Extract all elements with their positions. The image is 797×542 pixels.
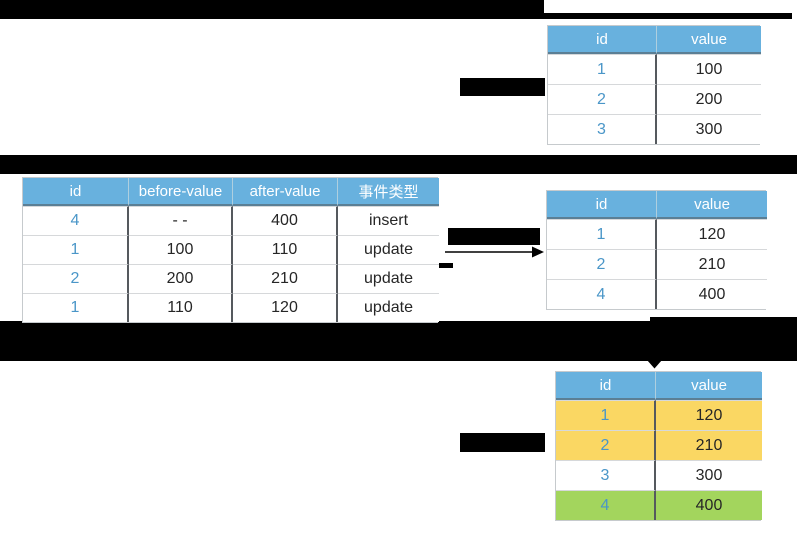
table-row: 2 200: [548, 84, 761, 114]
value-cell: 110: [129, 293, 233, 322]
table-row: 4- -400 insert: [23, 206, 439, 235]
table-row: 2 210: [547, 249, 767, 279]
redacted-section-divider-1: [0, 155, 797, 174]
table-row: 2 210: [556, 430, 762, 460]
id-cell: 2: [547, 249, 657, 279]
table: id before-value after-value 事件类型 4- -400 inse…: [23, 178, 439, 322]
value-cell: 120: [657, 219, 767, 249]
column-header: value: [656, 372, 762, 400]
value-cell: 120: [233, 293, 338, 322]
value-cell: insert: [338, 206, 439, 235]
redacted-label-replay-arrow: [448, 228, 540, 245]
id-cell: 3: [556, 460, 656, 490]
table-row: 4 400: [556, 490, 762, 520]
value-cell: 400: [657, 279, 767, 309]
value-cell: 400: [233, 206, 338, 235]
table-row: 3 300: [556, 460, 762, 490]
id-cell: 3: [548, 114, 657, 144]
id-cell: 4: [23, 206, 129, 235]
value-cell: 210: [233, 264, 338, 293]
id-cell: 2: [548, 84, 657, 114]
column-header: after-value: [233, 178, 338, 206]
column-header: id: [556, 372, 656, 400]
id-cell: 1: [556, 400, 656, 430]
changelog-events-table: id before-value after-value 事件类型 4- -400 inse…: [22, 177, 439, 323]
column-header: id: [23, 178, 129, 206]
id-cell: 4: [547, 279, 657, 309]
after-replay-table: id value 1 120 2 210 4 400: [546, 190, 767, 310]
column-header: id: [547, 191, 657, 219]
arrow-down-icon: [647, 360, 662, 369]
arrow-right-icon: [445, 246, 544, 258]
value-cell: 110: [233, 235, 338, 264]
table-row: 1 100 110 update: [23, 235, 439, 264]
value-cell: update: [338, 235, 439, 264]
id-cell: 1: [23, 235, 129, 264]
value-cell: 120: [656, 400, 762, 430]
value-cell: - -: [129, 206, 233, 235]
table: id value 1 100 2 200 3 300: [548, 26, 761, 144]
value-cell: 210: [657, 249, 767, 279]
redacted-label-initial-table: [460, 78, 545, 96]
redacted-title-bar: [0, 0, 544, 19]
value-cell: 400: [656, 490, 762, 520]
value-cell: 210: [656, 430, 762, 460]
redacted-title-bar-underline: [544, 13, 792, 19]
table-row: 1 120: [556, 400, 762, 430]
id-cell: 4: [556, 490, 656, 520]
id-cell: 1: [547, 219, 657, 249]
table: id value 1 120 2 210 4 400: [547, 191, 767, 309]
table-row: 1 120: [547, 219, 767, 249]
id-cell: 1: [23, 293, 129, 322]
column-header: before-value: [129, 178, 233, 206]
value-cell: 300: [656, 460, 762, 490]
value-cell: 200: [657, 84, 761, 114]
value-cell: 100: [657, 54, 761, 84]
table: id value 1 120 2 210 3 300 4 400: [556, 372, 762, 520]
table-row: 4 400: [547, 279, 767, 309]
redacted-section-divider-2-bump: [650, 317, 797, 321]
table-row: 1 100: [548, 54, 761, 84]
column-header: 事件类型: [338, 178, 439, 206]
redacted-section-divider-2: [0, 321, 797, 361]
initial-data-table: id value 1 100 2 200 3 300: [547, 25, 761, 145]
redacted-label-final-table: [460, 433, 545, 452]
value-cell: update: [338, 264, 439, 293]
final-merged-table: id value 1 120 2 210 3 300 4 400: [555, 371, 762, 521]
column-header: value: [657, 26, 761, 54]
redacted-label-fragment: [437, 263, 453, 268]
id-cell: 2: [23, 264, 129, 293]
table-row: 1 110 120 update: [23, 293, 439, 322]
id-cell: 1: [548, 54, 657, 84]
id-cell: 2: [556, 430, 656, 460]
table-row: 2 200 210 update: [23, 264, 439, 293]
column-header: value: [657, 191, 767, 219]
value-cell: 300: [657, 114, 761, 144]
table-row: 3 300: [548, 114, 761, 144]
column-header: id: [548, 26, 657, 54]
value-cell: 100: [129, 235, 233, 264]
value-cell: 200: [129, 264, 233, 293]
value-cell: update: [338, 293, 439, 322]
